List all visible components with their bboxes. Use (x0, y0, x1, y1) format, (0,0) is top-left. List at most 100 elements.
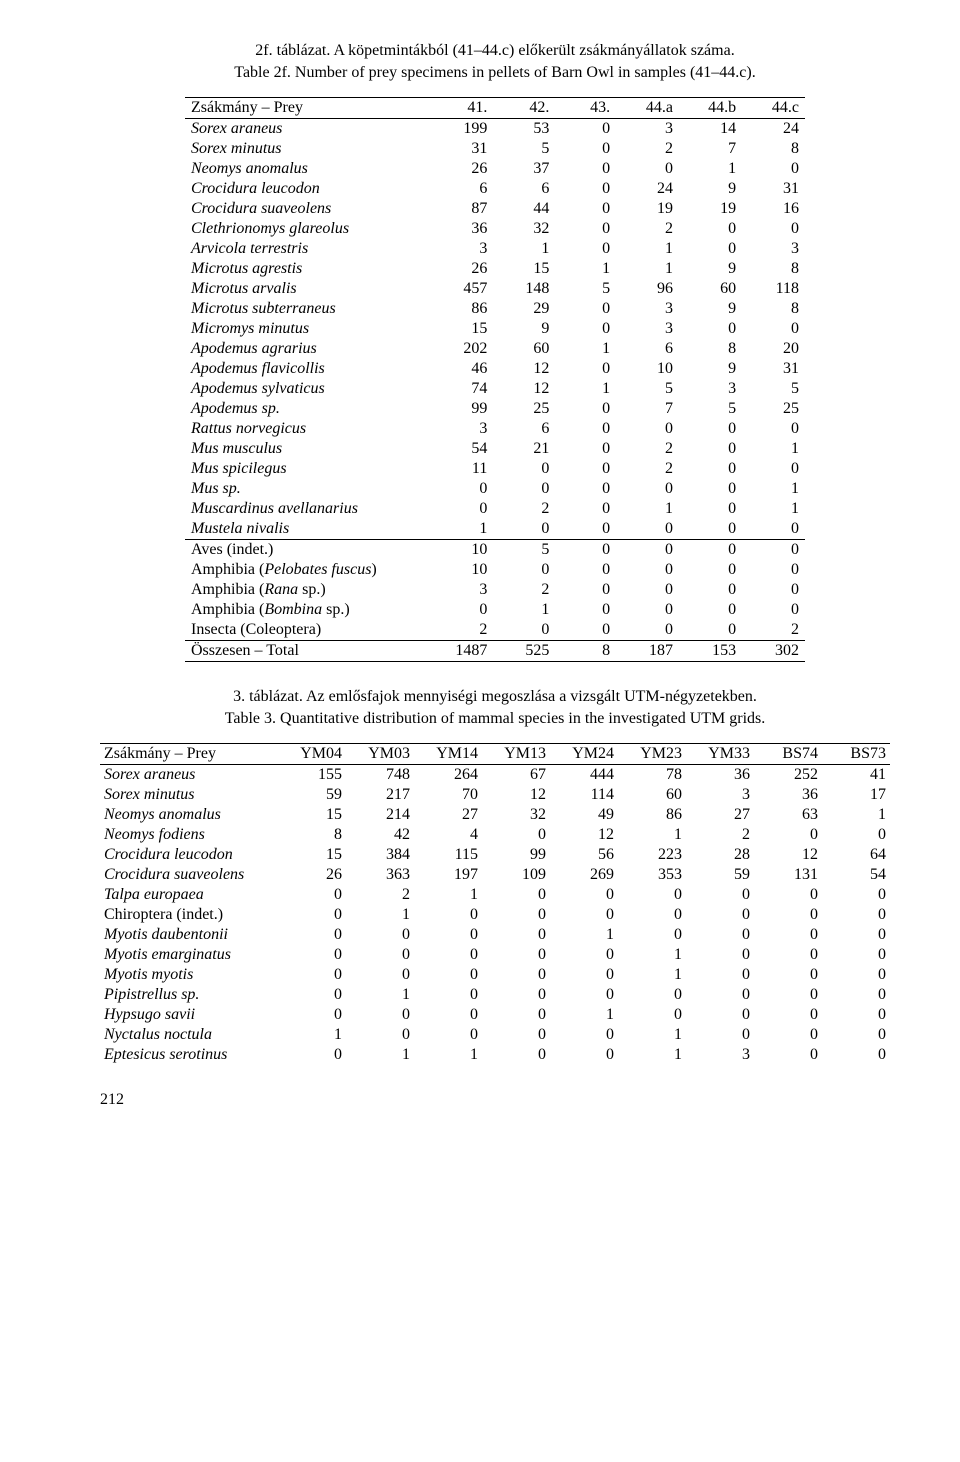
cell-value: 31 (742, 359, 805, 379)
table1-caption-line1: 2f. táblázat. A köpetmintákból (41–44.c)… (255, 42, 734, 59)
cell-value: 1 (618, 945, 686, 965)
cell-value: 0 (555, 319, 616, 339)
species-name: Aves (indet.) (185, 540, 429, 561)
table-row: Apodemus flavicollis4612010931 (185, 359, 805, 379)
table2-header-col: YM03 (346, 744, 414, 765)
cell-value: 0 (555, 159, 616, 179)
species-name: Clethrionomys glareolus (185, 219, 429, 239)
species-name: Mustela nivalis (185, 519, 429, 540)
species-name: Sorex minutus (100, 785, 278, 805)
cell-value: 0 (822, 945, 890, 965)
cell-value: 36 (686, 765, 754, 786)
table2-caption: 3. táblázat. Az emlősfajok mennyiségi me… (100, 686, 890, 729)
cell-value: 0 (414, 985, 482, 1005)
total-label: Összesen – Total (185, 641, 429, 662)
cell-value: 9 (679, 259, 742, 279)
cell-value: 197 (414, 865, 482, 885)
cell-value: 60 (618, 785, 686, 805)
table-row: Hypsugo savii000010000 (100, 1005, 890, 1025)
cell-value: 1 (493, 239, 555, 259)
cell-value: 31 (742, 179, 805, 199)
cell-value: 54 (822, 865, 890, 885)
species-name: Insecta (Coleoptera) (185, 620, 429, 641)
cell-value: 56 (550, 845, 618, 865)
species-name: Apodemus sp. (185, 399, 429, 419)
table-row: Eptesicus serotinus011001300 (100, 1045, 890, 1065)
cell-value: 0 (493, 620, 555, 641)
table-row: Microtus agrestis26151198 (185, 259, 805, 279)
species-name: Microtus subterraneus (185, 299, 429, 319)
cell-value: 0 (754, 1045, 822, 1065)
table-row: Pipistrellus sp.010000000 (100, 985, 890, 1005)
table-row: Neomys fodiens84240121200 (100, 825, 890, 845)
species-name: Chiroptera (indet.) (100, 905, 278, 925)
table-row: Sorex araneus19953031424 (185, 119, 805, 140)
cell-value: 0 (482, 825, 550, 845)
cell-value: 1 (555, 339, 616, 359)
cell-value: 252 (754, 765, 822, 786)
cell-value: 0 (429, 479, 493, 499)
cell-value: 0 (822, 825, 890, 845)
cell-value: 2 (616, 439, 679, 459)
cell-value: 1 (429, 519, 493, 540)
cell-value: 74 (429, 379, 493, 399)
cell-value: 99 (482, 845, 550, 865)
table2-header-col: YM04 (278, 744, 346, 765)
cell-value: 264 (414, 765, 482, 786)
cell-value: 27 (686, 805, 754, 825)
cell-value: 7 (679, 139, 742, 159)
cell-value: 0 (679, 219, 742, 239)
cell-value: 131 (754, 865, 822, 885)
table-row: Apodemus agrarius2026016820 (185, 339, 805, 359)
cell-value: 0 (493, 560, 555, 580)
cell-value: 0 (482, 965, 550, 985)
cell-value: 0 (742, 519, 805, 540)
cell-value: 0 (616, 600, 679, 620)
cell-value: 0 (550, 905, 618, 925)
cell-value: 0 (686, 1025, 754, 1045)
cell-value: 42 (346, 825, 414, 845)
species-name: Neomys anomalus (185, 159, 429, 179)
cell-value: 3 (429, 419, 493, 439)
cell-value: 44 (493, 199, 555, 219)
cell-value: 0 (686, 965, 754, 985)
cell-value: 0 (822, 1005, 890, 1025)
table2-header-label: Zsákmány – Prey (100, 744, 278, 765)
cell-value: 3 (429, 239, 493, 259)
table-row: Mus sp.000001 (185, 479, 805, 499)
cell-value: 8 (679, 339, 742, 359)
table2-header-row: Zsákmány – PreyYM04YM03YM14YM13YM24YM23Y… (100, 744, 890, 765)
cell-value: 3 (686, 1045, 754, 1065)
cell-value: 0 (742, 419, 805, 439)
cell-value: 0 (616, 479, 679, 499)
cell-value: 748 (346, 765, 414, 786)
table-row: Crocidura suaveolens87440191916 (185, 199, 805, 219)
cell-value: 0 (754, 1005, 822, 1025)
cell-value: 0 (822, 965, 890, 985)
cell-value: 0 (742, 600, 805, 620)
species-name: Nyctalus noctula (100, 1025, 278, 1045)
cell-value: 11 (429, 459, 493, 479)
species-name: Apodemus agrarius (185, 339, 429, 359)
cell-value: 0 (754, 825, 822, 845)
cell-value: 1 (616, 239, 679, 259)
cell-value: 1 (742, 479, 805, 499)
cell-value: 0 (550, 945, 618, 965)
cell-value: 0 (686, 925, 754, 945)
table-row: Talpa europaea021000000 (100, 885, 890, 905)
cell-value: 118 (742, 279, 805, 299)
cell-value: 0 (679, 540, 742, 561)
cell-value: 148 (493, 279, 555, 299)
species-name: Myotis myotis (100, 965, 278, 985)
cell-value: 32 (493, 219, 555, 239)
cell-value: 0 (555, 439, 616, 459)
cell-value: 0 (679, 580, 742, 600)
species-name: Neomys fodiens (100, 825, 278, 845)
table-row: Muscardinus avellanarius020101 (185, 499, 805, 519)
table1-header-row: Zsákmány – Prey41.42.43.44.a44.b44.c (185, 98, 805, 119)
cell-value: 0 (278, 925, 346, 945)
cell-value: 3 (429, 580, 493, 600)
species-name: Crocidura leucodon (185, 179, 429, 199)
table1-header-col: 43. (555, 98, 616, 119)
cell-value: 0 (679, 439, 742, 459)
